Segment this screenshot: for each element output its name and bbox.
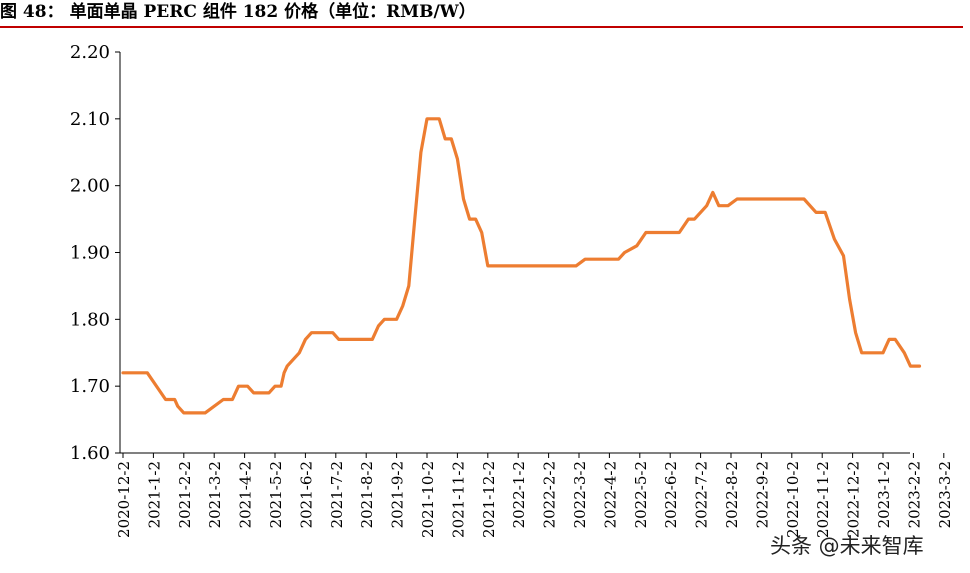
series-layer (121, 117, 922, 415)
figure-number: 图 48： (0, 2, 64, 22)
x-tick-label: 2023-2-2 (905, 461, 923, 528)
x-tick-label: 2021-1-2 (145, 461, 163, 528)
y-tick-label: 2.20 (70, 42, 110, 63)
y-tick-label: 1.90 (70, 243, 110, 264)
x-tick-label: 2023-3-2 (936, 461, 954, 528)
x-tick-label: 2020-12-2 (115, 461, 133, 538)
figure-title-text: 单面单晶 PERC 组件 182 价格（单位：RMB/W） (69, 2, 476, 22)
series-line-0 (121, 117, 922, 415)
x-tick-label: 2022-1-2 (510, 461, 528, 528)
x-tick-label: 2021-6-2 (297, 461, 315, 528)
x-tick-label: 2021-11-2 (449, 461, 467, 538)
x-tick-label: 2022-3-2 (571, 461, 589, 528)
x-tick-label: 2022-4-2 (601, 461, 619, 528)
x-tick-label: 2021-8-2 (358, 461, 376, 528)
figure-title: 图 48： 单面单晶 PERC 组件 182 价格（单位：RMB/W） (0, 0, 476, 26)
chart-axes (119, 52, 910, 454)
x-tick-label: 2021-7-2 (328, 461, 346, 528)
x-tick-label: 2022-9-2 (753, 461, 771, 528)
y-axis-ticks: 1.60 1.70 1.80 1.90 2.00 2.10 2.20 (70, 42, 120, 464)
x-tick-label: 2022-8-2 (723, 461, 741, 528)
watermark-text: 头条 @未来智库 (770, 534, 924, 558)
x-tick-label: 2021-10-2 (419, 461, 437, 538)
y-tick-label: 2.10 (70, 109, 110, 130)
x-tick-label: 2022-5-2 (632, 461, 650, 528)
x-tick-label: 2021-2-2 (176, 461, 194, 528)
x-tick-label: 2021-9-2 (389, 461, 407, 528)
x-tick-label: 2022-11-2 (814, 461, 832, 538)
title-divider (0, 26, 963, 28)
x-tick-label: 2021-3-2 (206, 461, 224, 528)
x-tick-label: 2021-4-2 (237, 461, 255, 528)
x-tick-label: 2023-1-2 (875, 461, 893, 528)
y-tick-label: 1.80 (70, 309, 110, 330)
y-tick-label: 1.60 (70, 443, 110, 464)
x-tick-label: 2022-6-2 (662, 461, 680, 528)
x-tick-label: 2021-5-2 (267, 461, 285, 528)
x-tick-label: 2022-2-2 (541, 461, 559, 528)
x-tick-label: 2022-12-2 (845, 461, 863, 538)
y-tick-label: 1.70 (70, 376, 110, 397)
y-tick-label: 2.00 (70, 176, 110, 197)
x-tick-label: 2021-12-2 (480, 461, 498, 538)
x-axis-ticks: 2020-12-2 2021-1-2 2021-2-2 2021-3-2 2021-4-… (115, 453, 954, 538)
x-tick-label: 2022-7-2 (693, 461, 711, 528)
x-tick-label: 2022-10-2 (784, 461, 802, 538)
